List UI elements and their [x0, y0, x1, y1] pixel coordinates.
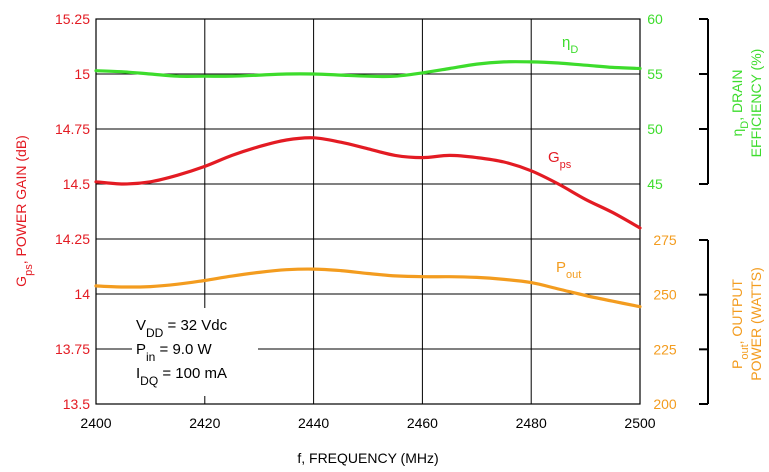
- condition-text: VDD = 32 Vdc: [136, 317, 228, 340]
- curve-label-power: Pout: [556, 259, 581, 281]
- plot-frame: [95, 18, 641, 405]
- power-tick-label: 200: [653, 396, 677, 412]
- curve-label-gain: Gps: [548, 149, 572, 171]
- power-tick-label: 250: [653, 287, 677, 303]
- power-axis-title-line1: Pout, OUTPUT: [729, 279, 751, 369]
- axis-titles: f, FREQUENCY (MHz) Gps, POWER GAIN (dB) ηD…: [13, 49, 764, 466]
- conditions-background: [132, 308, 258, 396]
- x-axis-ticks: 2400 2420 2440 2460 2480 2500: [80, 415, 655, 431]
- power-axis: 200 225 250 275: [653, 232, 709, 412]
- series-line-gain: [94, 136, 642, 230]
- left-tick-label: 13.75: [55, 341, 90, 357]
- x-tick-label: 2400: [80, 415, 111, 431]
- power-tick-label: 225: [653, 341, 677, 357]
- left-tick-label: 15.25: [55, 11, 90, 27]
- efficiency-tick-label: 60: [647, 11, 663, 27]
- x-tick-label: 2420: [189, 415, 220, 431]
- series-line-efficiency: [94, 60, 642, 79]
- efficiency-axis-title-line1: ηD, DRAIN: [729, 69, 751, 136]
- left-axis-ticks: 13.5 13.75 14 14.25 14.5 14.75 15 15.25: [55, 11, 90, 412]
- power-tick-label: 275: [653, 232, 677, 248]
- left-tick-label: 14.75: [55, 121, 90, 137]
- left-tick-label: 14: [74, 286, 90, 302]
- left-tick-label: 13.5: [63, 396, 90, 412]
- efficiency-tick-label: 55: [647, 66, 663, 82]
- left-tick-label: 15: [74, 66, 90, 82]
- efficiency-tick-label: 50: [647, 121, 663, 137]
- efficiency-tick-label: 45: [647, 176, 663, 192]
- left-tick-label: 14.5: [63, 176, 90, 192]
- efficiency-axis-title-line2: EFFICIENCY (%): [748, 49, 764, 158]
- curve-label-efficiency: ηD: [562, 34, 578, 56]
- series-curves: [94, 60, 642, 309]
- x-tick-label: 2500: [624, 415, 655, 431]
- x-tick-label: 2440: [298, 415, 329, 431]
- curve-labels: ηD Gps Pout: [548, 34, 581, 281]
- condition-text: IDQ = 100 mA: [136, 365, 227, 388]
- x-axis-title: f, FREQUENCY (MHz): [297, 450, 438, 466]
- left-tick-label: 14.25: [55, 231, 90, 247]
- efficiency-axis: 45 50 55 60: [647, 11, 709, 192]
- series-line-power: [94, 267, 642, 309]
- left-axis-title: Gps, POWER GAIN (dB): [13, 135, 35, 287]
- x-tick-label: 2460: [407, 415, 438, 431]
- x-tick-label: 2480: [516, 415, 547, 431]
- power-axis-title-line2: POWER (WATTS): [748, 267, 764, 381]
- condition-text: Pin = 9.0 W: [136, 341, 212, 364]
